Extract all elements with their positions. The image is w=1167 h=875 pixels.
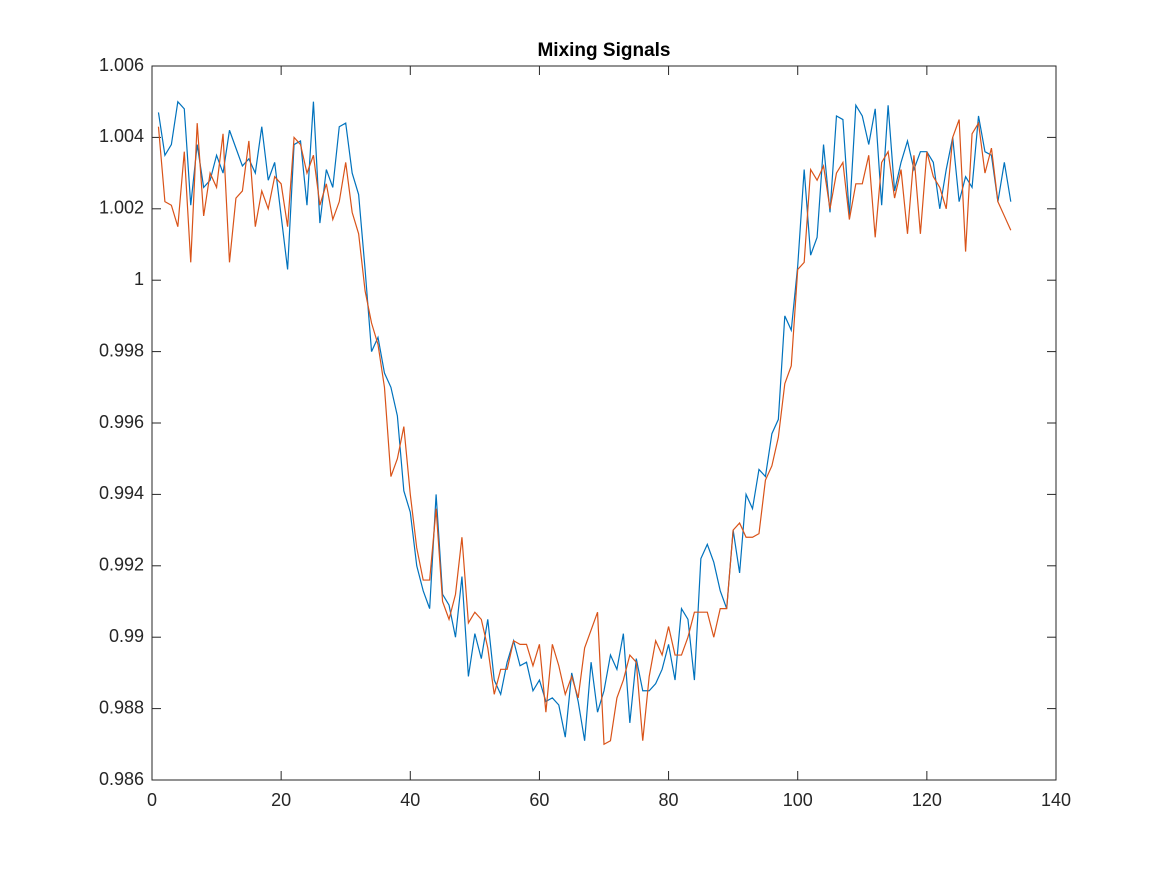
y-tick-label: 0.992 xyxy=(99,555,144,575)
y-tick-label: 0.994 xyxy=(99,483,144,503)
x-tick-label: 140 xyxy=(1041,790,1071,810)
y-tick-label: 1.002 xyxy=(99,198,144,218)
x-tick-label: 120 xyxy=(912,790,942,810)
y-tick-label: 0.99 xyxy=(109,626,144,646)
x-tick-label: 40 xyxy=(400,790,420,810)
series-line xyxy=(157,119,1012,746)
series-line xyxy=(157,100,1012,741)
y-tick-label: 0.988 xyxy=(99,697,144,717)
y-tick-label: 0.996 xyxy=(99,412,144,432)
plot-area xyxy=(151,65,1057,781)
y-tick-label: 1.006 xyxy=(99,55,144,75)
y-tick-label: 0.998 xyxy=(99,340,144,360)
y-tick-label: 1 xyxy=(134,269,144,289)
x-tick-label: 100 xyxy=(783,790,813,810)
x-tick-label: 80 xyxy=(659,790,679,810)
x-tick-label: 20 xyxy=(271,790,291,810)
y-tick-label: 1.004 xyxy=(99,126,144,146)
x-tick-label: 0 xyxy=(147,790,157,810)
chart-title: Mixing Signals xyxy=(537,40,670,61)
x-tick-label: 60 xyxy=(529,790,549,810)
y-tick-label: 0.986 xyxy=(99,769,144,789)
